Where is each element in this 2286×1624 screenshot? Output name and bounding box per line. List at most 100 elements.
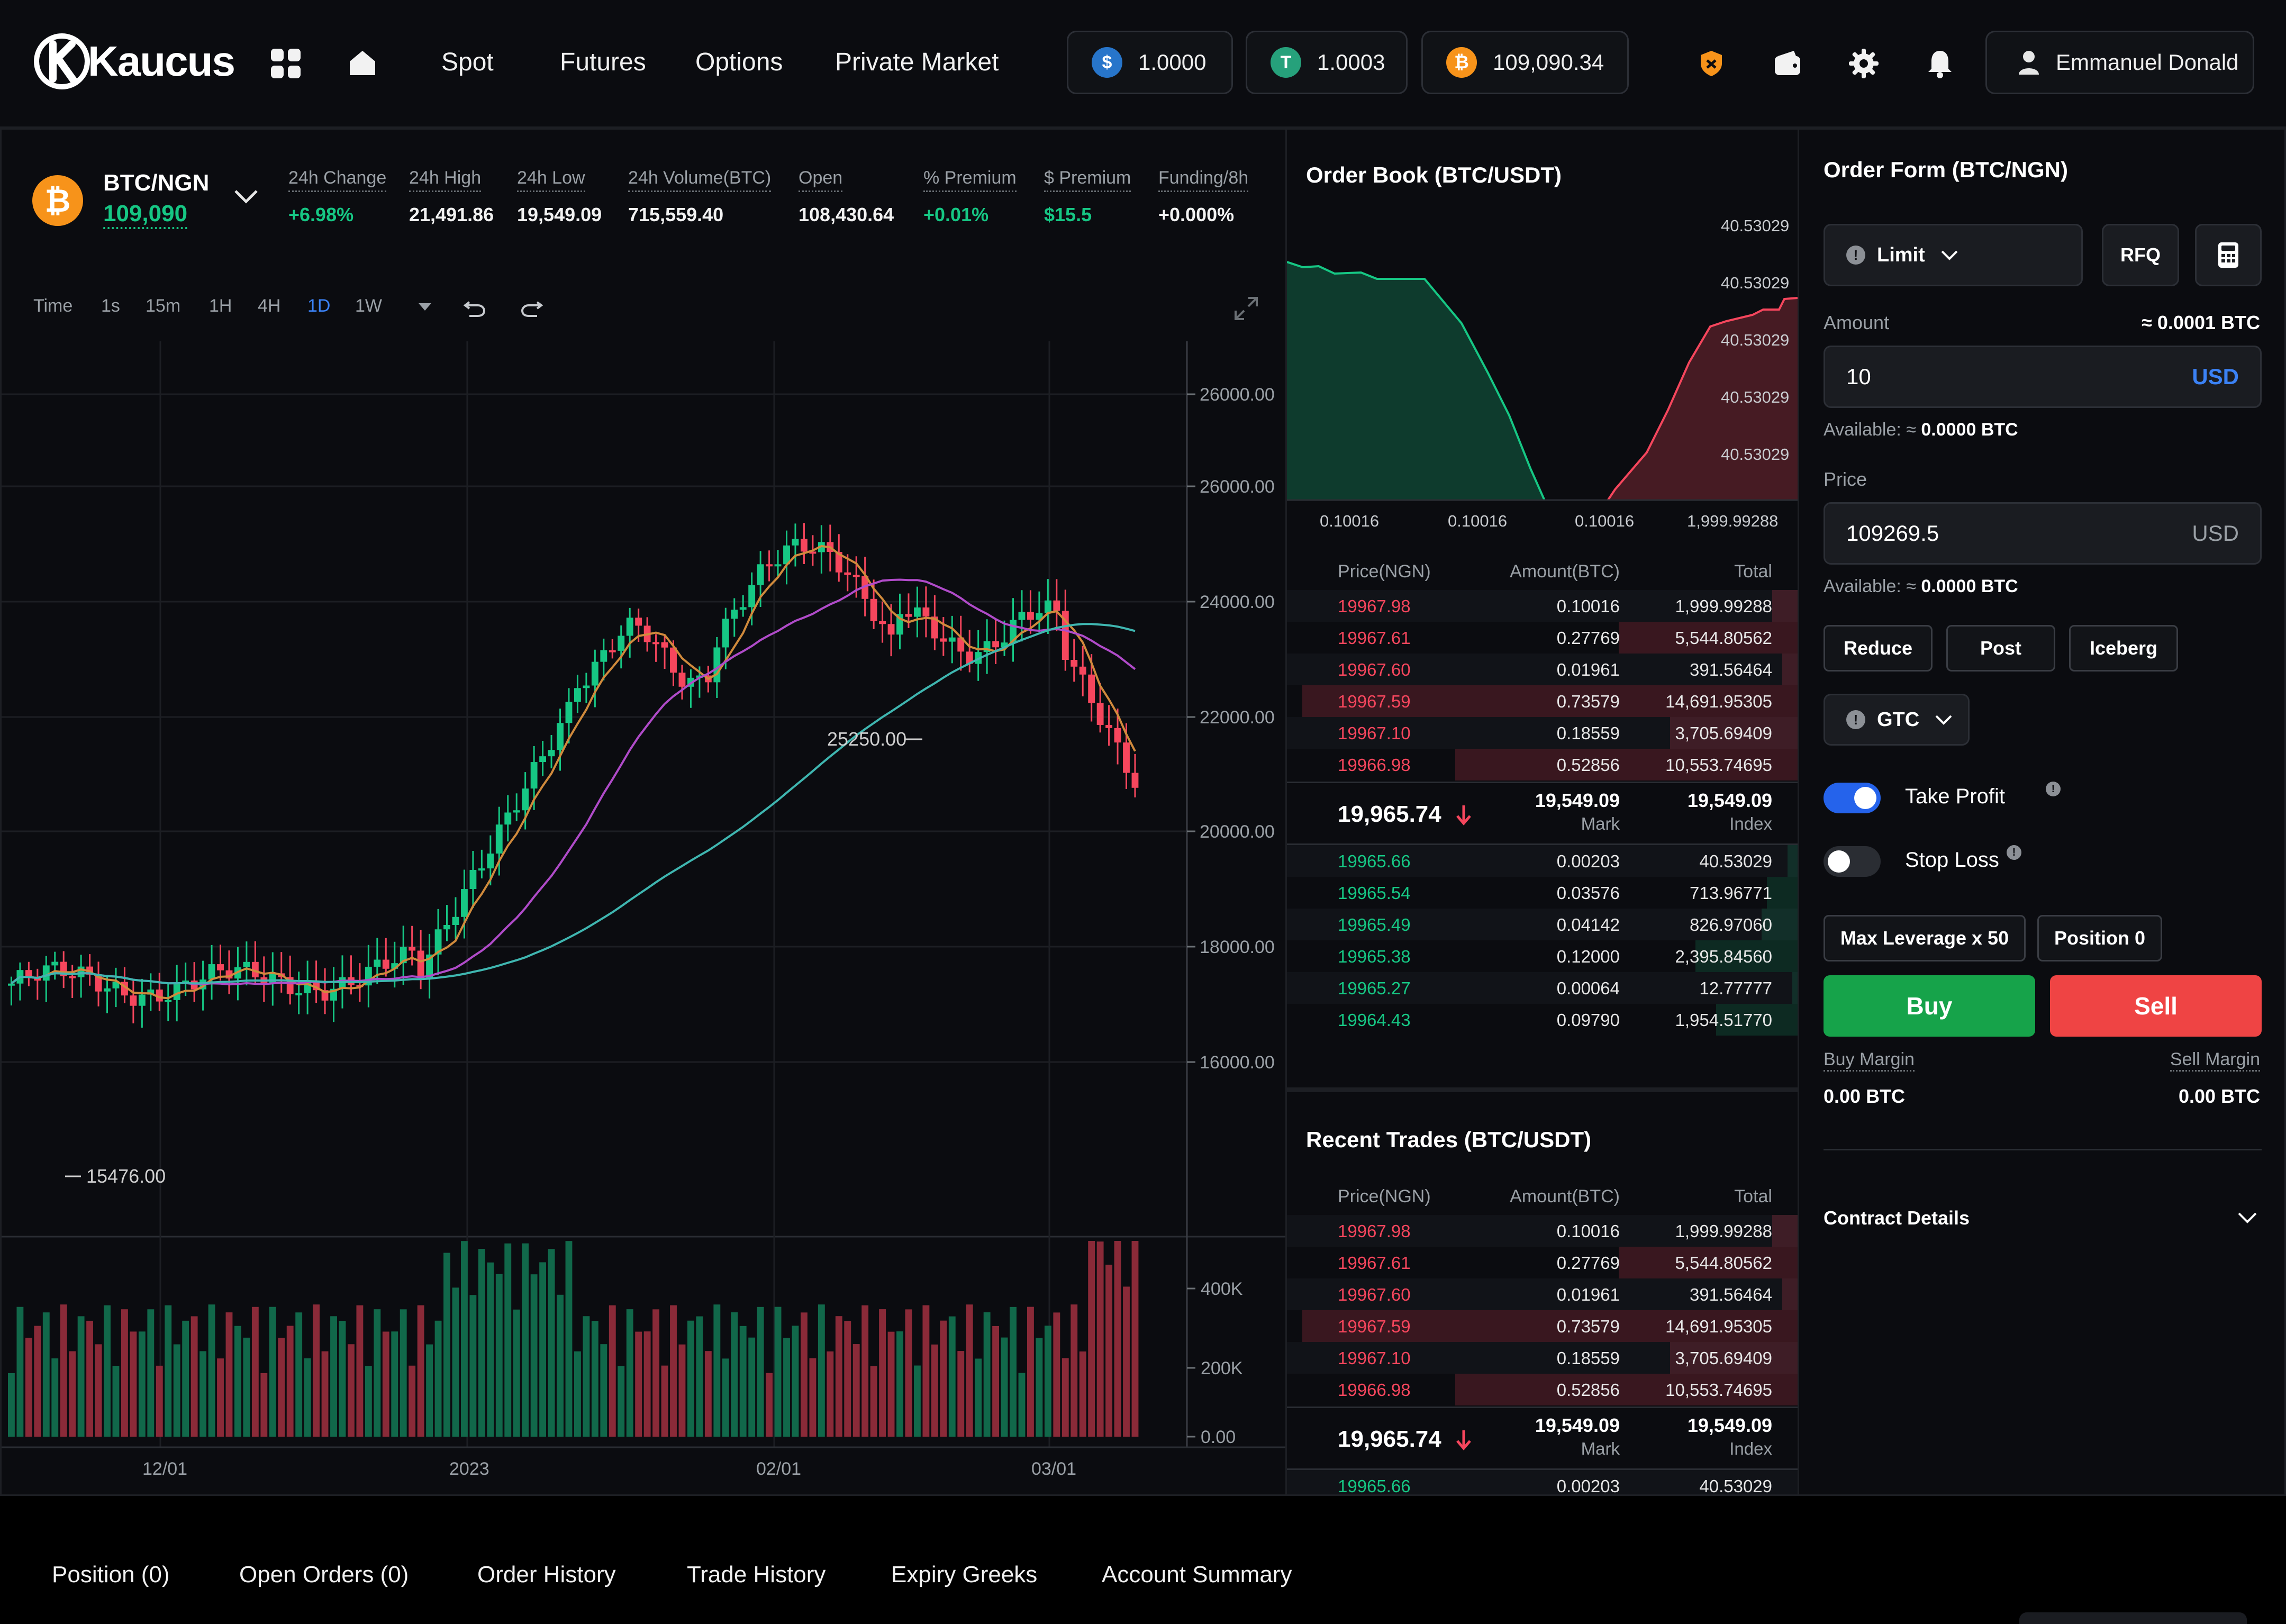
bid-row[interactable]: 19965.66 0.00203 40.53029	[1287, 845, 1798, 877]
trade-row[interactable]: 19967.10 0.18559 3,705.69409	[1287, 1342, 1798, 1374]
amount-unit-toggle[interactable]: USD	[2192, 364, 2239, 389]
interval-15m[interactable]: 15m	[146, 296, 181, 316]
take-profit-toggle[interactable]	[1824, 783, 1881, 813]
chevron-down-icon[interactable]	[2235, 1207, 2260, 1228]
bid-row[interactable]: 19965.49 0.04142 826.97060	[1287, 909, 1798, 940]
trade-row[interactable]: 19967.61 0.27769 5,544.80562	[1287, 1247, 1798, 1278]
volume-bar	[251, 1307, 259, 1437]
chevron-down-icon[interactable]	[230, 186, 262, 207]
rfq-button[interactable]: RFQ	[2102, 224, 2179, 286]
caret-down-icon[interactable]	[412, 294, 438, 319]
tab-account-summary[interactable]: Account Summary	[1102, 1562, 1292, 1587]
usdc-price-pill[interactable]: $ 1.0000	[1067, 31, 1233, 94]
candle	[77, 966, 85, 977]
volume-bar	[565, 1241, 573, 1437]
order-type-select[interactable]: ! Limit	[1824, 224, 2083, 286]
interval-1d[interactable]: 1D	[307, 296, 331, 316]
tab-position[interactable]: Position (0)	[52, 1562, 170, 1587]
tab-trade-history[interactable]: Trade History	[687, 1562, 826, 1587]
usdt-price-pill[interactable]: T 1.0003	[1246, 31, 1408, 94]
reduce-option[interactable]: Reduce	[1824, 625, 1933, 672]
take-profit-info-icon[interactable]: !	[2046, 782, 2061, 796]
sell-button[interactable]: Sell	[2050, 975, 2262, 1037]
volume-bar	[434, 1320, 442, 1437]
stop-loss-toggle[interactable]	[1824, 846, 1881, 877]
tab-open-orders[interactable]: Open Orders (0)	[239, 1562, 409, 1587]
row-price: 19966.98	[1338, 755, 1411, 775]
divider	[1824, 1149, 2262, 1150]
home-icon[interactable]	[347, 47, 378, 78]
apps-grid-icon[interactable]	[271, 49, 301, 78]
bid-row[interactable]: 19965.54 0.03576 713.96771	[1287, 877, 1798, 909]
buy-button[interactable]: Buy	[1824, 975, 2035, 1037]
user-menu[interactable]: Emmanuel Donald	[1985, 31, 2254, 94]
bell-icon[interactable]	[1923, 47, 1957, 80]
order-form-title: Order Form (BTC/NGN)	[1824, 157, 2068, 182]
volume-bar	[818, 1304, 825, 1437]
row-amount: 0.04142	[1556, 915, 1620, 935]
contract-details-toggle[interactable]: Contract Details	[1824, 1207, 1970, 1229]
redo-icon[interactable]	[519, 294, 545, 319]
ask-row[interactable]: 19967.98 0.10016 1,999.99288	[1287, 590, 1798, 622]
wallet-icon[interactable]	[1771, 47, 1804, 80]
candle	[757, 564, 764, 585]
volume-bar	[243, 1337, 250, 1437]
price-input[interactable]: 109269.5 USD	[1824, 502, 2262, 565]
volume-bar	[382, 1331, 389, 1437]
nav-link-futures[interactable]: Futures	[560, 48, 646, 76]
shield-icon[interactable]	[1694, 47, 1728, 80]
candle	[548, 750, 555, 757]
time-in-force-select[interactable]: ! GTC	[1824, 694, 1970, 746]
trade-row[interactable]: 19967.60 0.01961 391.56464	[1287, 1278, 1798, 1310]
ask-row[interactable]: 19967.61 0.27769 5,544.80562	[1287, 622, 1798, 654]
expand-icon[interactable]	[1232, 295, 1260, 322]
iceberg-option[interactable]: Iceberg	[2069, 625, 2178, 672]
volume-bar	[975, 1358, 982, 1437]
undo-icon[interactable]	[462, 294, 487, 319]
brand-logo[interactable]: Kaucus	[33, 30, 235, 93]
btc-price-pill[interactable]: ₿ 109,090.34	[1421, 31, 1629, 94]
volume-bar-chart[interactable]: 400K 200K 0.00 12/01 2023 02/01 03/01	[2, 1236, 1285, 1495]
row-amount: 0.01961	[1556, 1285, 1620, 1304]
row-total: 391.56464	[1690, 1285, 1772, 1304]
interval-1h[interactable]: 1H	[209, 296, 232, 316]
action-button[interactable]	[2019, 1612, 2247, 1624]
ask-row[interactable]: 19967.60 0.01961 391.56464	[1287, 654, 1798, 685]
volume-bar	[16, 1307, 24, 1437]
recent-trades-panel: Recent Trades (BTC/USDT) Price(NGN) Amou…	[1287, 1089, 1799, 1496]
interval-4h[interactable]: 4H	[258, 296, 281, 316]
tab-expiry-greeks[interactable]: Expiry Greeks	[891, 1562, 1038, 1587]
nav-link-spot[interactable]: Spot	[441, 48, 494, 76]
bid-row[interactable]: 19964.43 0.09790 1,954.51770	[1287, 1004, 1798, 1036]
bid-row[interactable]: 19965.27 0.00064 12.77777	[1287, 972, 1798, 1004]
depth-chart[interactable]: 40.53029 40.53029 40.53029 40.53029 40.53029…	[1287, 204, 1798, 564]
price-candlestick-chart[interactable]: 26000.0026000.0026000.0024000.0022000.00…	[2, 341, 1285, 1236]
trade-row[interactable]: 19967.98 0.10016 1,999.99288	[1287, 1215, 1798, 1247]
calculator-button[interactable]	[2195, 224, 2262, 286]
nav-link-private-market[interactable]: Private Market	[835, 48, 999, 76]
tab-order-history[interactable]: Order History	[477, 1562, 616, 1587]
ask-row[interactable]: 19966.98 0.52856 10,553.74695	[1287, 749, 1798, 781]
nav-link-options[interactable]: Options	[695, 48, 783, 76]
stop-loss-info-icon[interactable]: !	[2007, 845, 2021, 860]
position-button[interactable]: Position 0	[2037, 915, 2162, 961]
candle	[478, 868, 485, 871]
interval-1w[interactable]: 1W	[355, 296, 382, 316]
depth-x-label: 0.10016	[1320, 512, 1379, 530]
stat-dollar-premium: $ Premium $15.5	[1044, 168, 1131, 225]
max-leverage-button[interactable]: Max Leverage x 50	[1824, 915, 2026, 961]
gear-icon[interactable]	[1847, 47, 1881, 80]
candle	[957, 637, 965, 652]
volume-bar	[1062, 1358, 1069, 1437]
trade-row[interactable]: 19966.98 0.52856 10,553.74695	[1287, 1374, 1798, 1405]
ask-row[interactable]: 19967.10 0.18559 3,705.69409	[1287, 717, 1798, 749]
bid-row[interactable]: 19965.38 0.12000 2,395.84560	[1287, 940, 1798, 972]
ask-row[interactable]: 19967.59 0.73579 14,691.95305	[1287, 685, 1798, 717]
amount-available: Available: ≈ 0.0000 BTC	[1824, 420, 2018, 440]
post-option[interactable]: Post	[1946, 625, 2055, 672]
row-total: 826.97060	[1690, 915, 1772, 935]
amount-input[interactable]: 10 USD	[1824, 346, 2262, 408]
interval-1s[interactable]: 1s	[101, 296, 120, 316]
trade-row[interactable]: 19967.59 0.73579 14,691.95305	[1287, 1310, 1798, 1342]
volume-bar	[295, 1312, 303, 1437]
